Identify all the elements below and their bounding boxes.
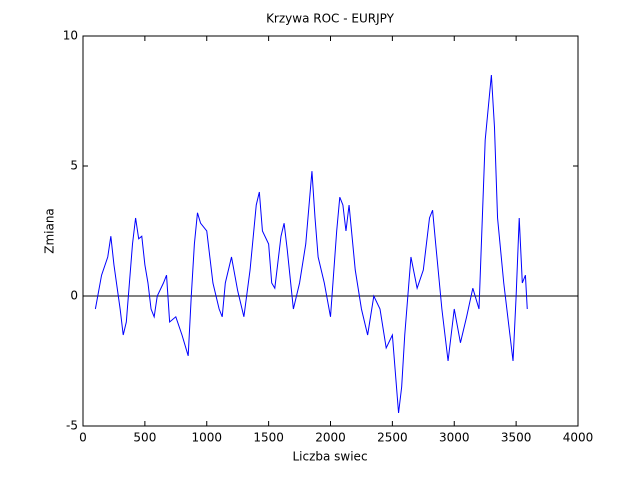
y-tick-label: 10 — [63, 29, 78, 43]
y-tick-label: -5 — [66, 419, 78, 433]
x-tick-label: 3500 — [501, 431, 532, 445]
x-tick-label: 500 — [133, 431, 156, 445]
x-tick-label: 2000 — [315, 431, 346, 445]
axes-frame — [82, 35, 579, 427]
x-tick-label: 1000 — [191, 431, 222, 445]
x-tick-label: 3000 — [439, 431, 470, 445]
x-tick-label: 4000 — [563, 431, 594, 445]
y-axis-label: Zmiana — [43, 208, 57, 254]
x-tick-label: 0 — [79, 431, 87, 445]
y-tick-label: 5 — [70, 159, 78, 173]
x-tick-label: 1500 — [253, 431, 284, 445]
x-axis-label: Liczba swiec — [292, 450, 367, 464]
x-tick-label: 2500 — [377, 431, 408, 445]
data-line — [94, 74, 528, 414]
y-tick-label: 0 — [70, 289, 78, 303]
chart-title: Krzywa ROC - EURJPY — [266, 12, 395, 26]
